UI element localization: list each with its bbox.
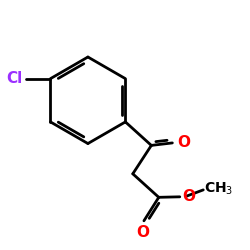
- Text: O: O: [136, 225, 149, 240]
- Text: O: O: [182, 189, 195, 204]
- Text: O: O: [177, 136, 190, 150]
- Text: CH$_3$: CH$_3$: [204, 180, 234, 197]
- Text: Cl: Cl: [6, 71, 22, 86]
